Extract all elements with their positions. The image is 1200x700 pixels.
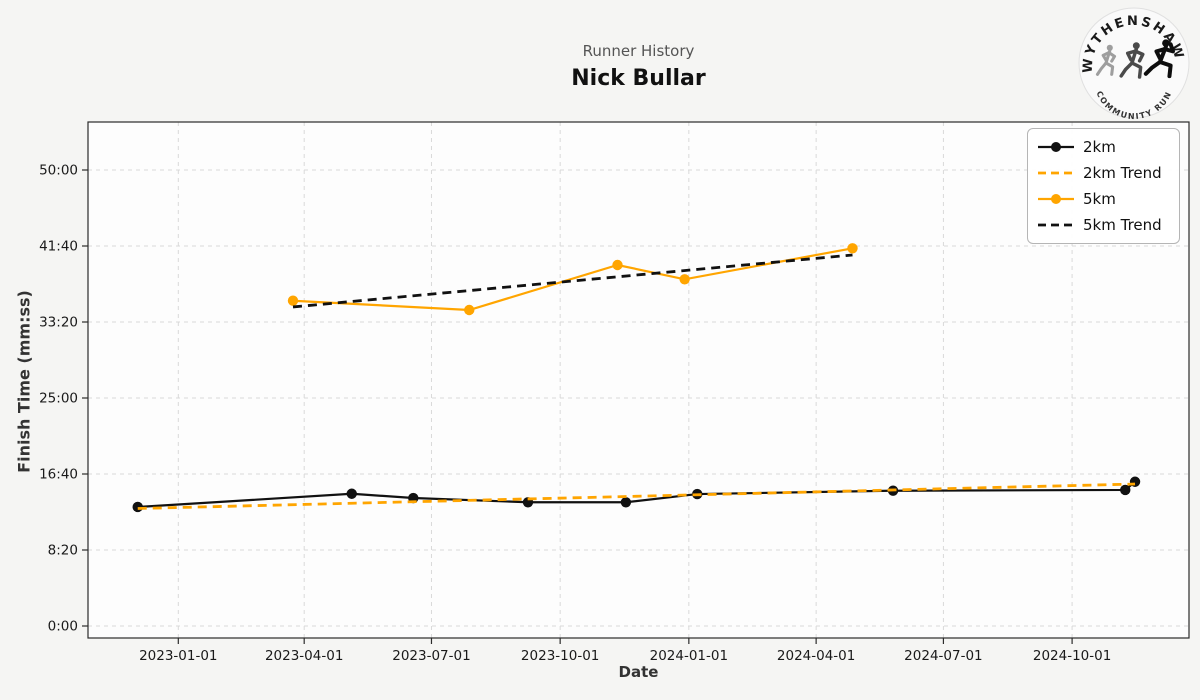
legend-label: 2km	[1083, 138, 1116, 156]
data-point-2km	[346, 488, 357, 499]
data-point-5km	[679, 274, 690, 285]
y-tick-label: 50:00	[39, 163, 78, 179]
plot-border	[87, 121, 1190, 639]
series-line-5km-trend	[292, 253, 853, 309]
legend-item: 5km Trend	[1037, 214, 1169, 236]
legend-label: 5km	[1083, 190, 1116, 208]
x-axis-label: Date	[618, 663, 659, 681]
plot-background	[88, 122, 1189, 638]
legend: 2km 2km Trend 5km 5km Trend	[1027, 128, 1180, 244]
data-point-5km	[287, 295, 299, 306]
y-tick-label: 25:00	[39, 391, 78, 407]
wythenshawe-community-run-logo: WYTHENSHAWE COMMUNITY RUN	[1072, 5, 1190, 121]
y-tick-label: 0:00	[48, 619, 78, 635]
legend-label: 2km Trend	[1083, 164, 1162, 182]
runner-icon	[1119, 42, 1145, 79]
x-tick-label: 2023-04-01	[265, 648, 343, 664]
legend-sample-line	[1038, 194, 1074, 204]
legend-sample-line	[1038, 223, 1074, 227]
x-tick-label: 2024-01-01	[650, 648, 728, 664]
data-point-2km	[620, 497, 632, 508]
chart-header: Runner History Nick Bullar	[88, 0, 1189, 91]
data-point-2km	[132, 501, 143, 513]
legend-item: 2km Trend	[1037, 162, 1169, 184]
legend-sample-line	[1038, 142, 1074, 152]
runner-icon	[1143, 39, 1175, 79]
legend-item: 5km	[1037, 188, 1169, 210]
x-tick-label: 2023-07-01	[392, 648, 470, 664]
y-tick-label: 41:40	[39, 239, 78, 255]
x-tick-label: 2024-04-01	[777, 648, 855, 664]
y-tick-label: 8:20	[48, 543, 78, 559]
data-point-5km	[464, 304, 475, 316]
legend-sample-line	[1038, 171, 1074, 175]
chart-title: Runner History	[582, 42, 695, 60]
y-tick-label: 16:40	[39, 467, 78, 483]
legend-item: 2km	[1037, 136, 1169, 158]
x-tick-label: 2023-01-01	[139, 648, 217, 664]
data-point-5km	[612, 259, 623, 271]
x-tick-label: 2024-07-01	[904, 648, 982, 664]
runner-name-title: Nick Bullar	[571, 66, 706, 91]
data-point-5km	[847, 243, 858, 254]
data-point-2km	[1120, 484, 1131, 496]
x-tick-label: 2023-10-01	[521, 648, 599, 664]
x-tick-label: 2024-10-01	[1033, 648, 1111, 664]
y-tick-label: 33:20	[39, 315, 78, 331]
runner-icon	[1095, 44, 1117, 76]
legend-label: 5km Trend	[1083, 216, 1162, 234]
series-line-2km-trend	[137, 482, 1136, 510]
y-axis-label: Finish Time (mm:ss)	[14, 290, 34, 473]
